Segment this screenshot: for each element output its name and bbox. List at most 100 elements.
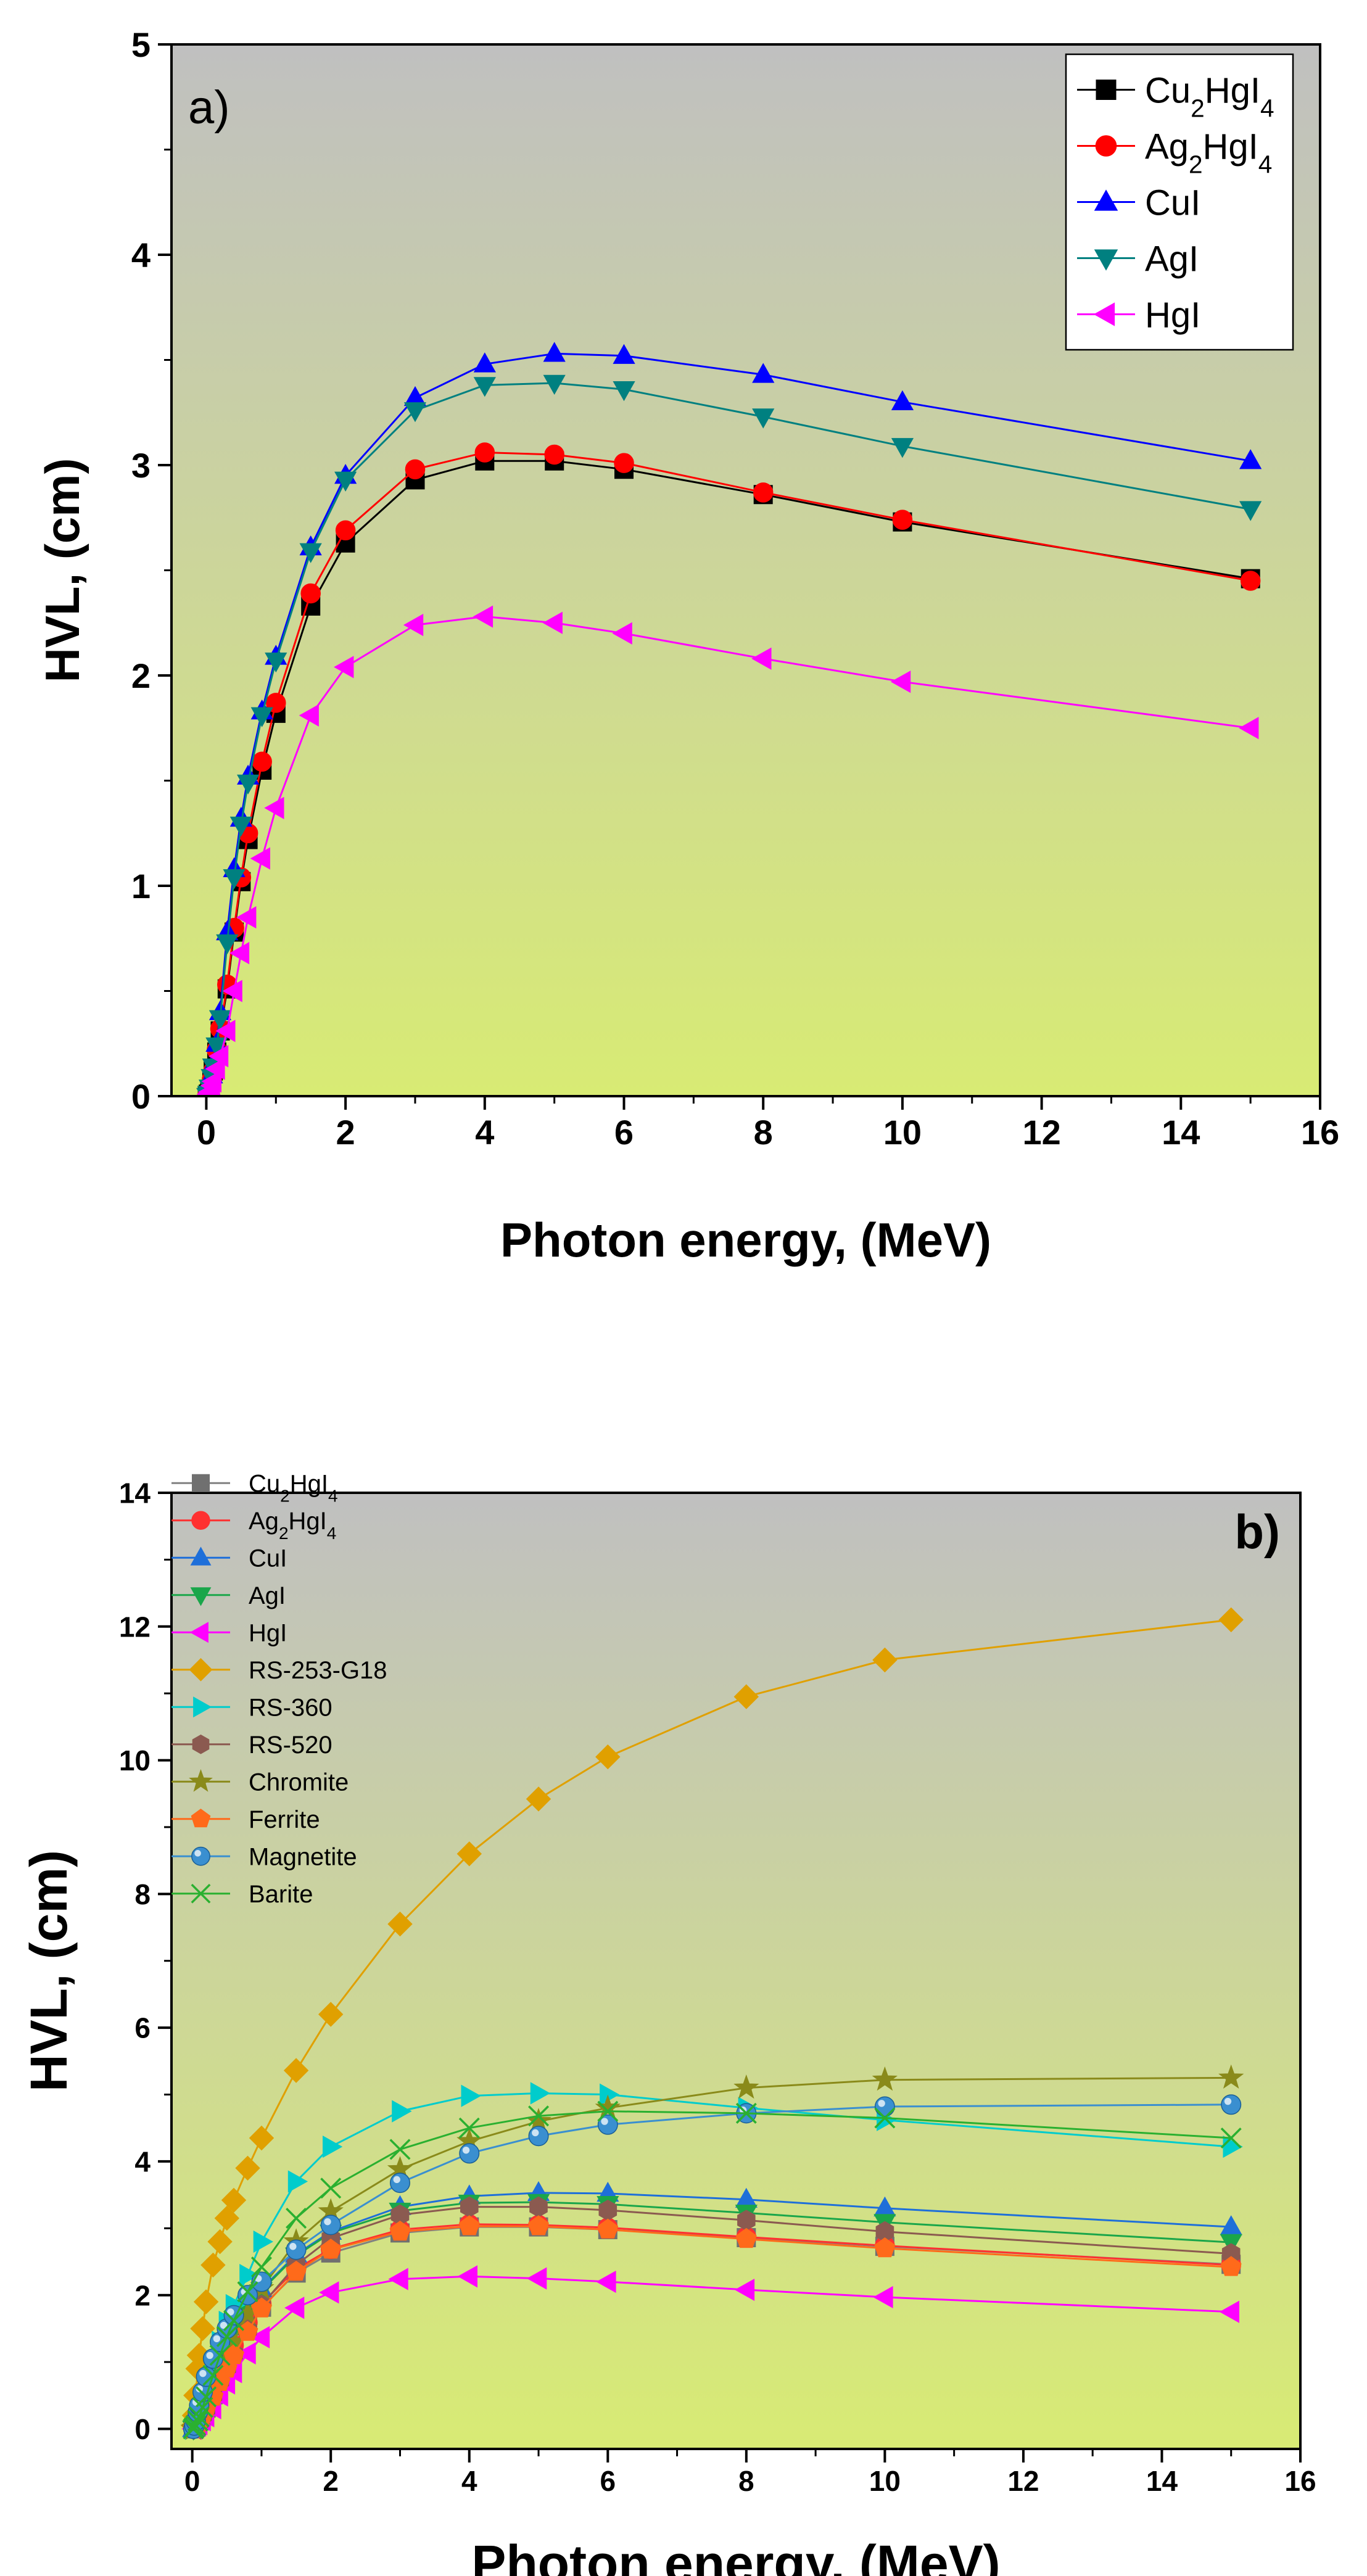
x-tick-label: 4 [461,2465,477,2497]
x-tick-label: 0 [197,1113,216,1152]
data-point [891,438,914,458]
data-point [250,2256,272,2278]
data-point [264,796,284,819]
data-point [209,2345,231,2366]
legend-marker [193,1696,212,1718]
data-point [613,344,635,364]
legend-item: Chromite [171,1769,349,1796]
data-point [474,442,495,463]
data-point [223,2310,245,2331]
data-point [389,2173,410,2194]
legend-item: Cu2HgI4 [1077,70,1274,122]
data-point [1219,2300,1239,2323]
data-point [526,1786,551,1812]
legend-label: RS-253-G18 [249,1657,387,1684]
legend-label: Magnetite [249,1844,357,1871]
legend-label: AgI [249,1582,286,1609]
data-point [473,352,496,373]
data-point [1239,449,1262,469]
data-point [597,2114,618,2135]
data-point [874,2237,896,2258]
data-point [235,2155,260,2181]
y-tick-label: 12 [119,1611,151,1643]
legend-marker [190,1546,212,1566]
y-tick-label: 4 [134,2145,151,2178]
data-point [892,510,913,530]
y-tick-label: 3 [131,446,151,485]
y-tick-label: 0 [134,2413,151,2445]
data-point [207,2229,233,2255]
legend-item: RS-360 [171,1695,332,1722]
legend-item: Ag2HgI4 [1077,126,1272,178]
legend-label: Ag2HgI4 [249,1508,336,1543]
plot-data [196,342,1262,1096]
legend-item: CuI [1077,183,1200,223]
legend-item: Cu2HgI4 [171,1471,338,1505]
data-point [543,374,566,395]
data-point [458,2215,480,2235]
panel-label: b) [1234,1505,1280,1559]
x-tick-label: 2 [323,2465,339,2497]
y-tick-label: 1 [131,867,151,906]
data-point [752,408,775,429]
legend-marker [191,1846,210,1866]
data-point [388,2268,408,2290]
data-point [387,1911,413,1937]
legend-label: Barite [249,1881,313,1908]
x-tick-label: 14 [1146,2465,1178,2497]
data-point [1221,2094,1242,2115]
data-point [456,1841,482,1867]
data-point [239,2264,260,2287]
data-point [461,2084,481,2107]
x-tick-label: 4 [475,1113,494,1152]
legend-item: AgI [171,1582,286,1609]
data-point [320,2178,342,2199]
legend-marker [1096,80,1117,100]
data-point [236,906,257,929]
x-tick-label: 10 [869,2465,901,2497]
legend-item: CuI [171,1545,287,1572]
plot-area-background [171,1493,1300,2449]
y-tick-label: 4 [131,236,151,275]
legend-label: RS-360 [249,1695,332,1722]
data-point [252,751,272,772]
data-point [544,444,564,465]
data-point [205,1057,225,1080]
x-tick-label: 16 [1284,2465,1316,2497]
data-point [612,622,632,645]
data-point [250,707,273,727]
data-point [320,2239,342,2259]
chart-panel-a: 0 2 4 6 8 10 12 14 16 0 1 2 3 4 5 Photon energy, (MeV) H… [35,25,1339,1267]
data-point [733,2074,759,2099]
data-point [403,614,424,637]
data-point [193,2289,219,2314]
legend-item: HgI [171,1620,287,1647]
data-point [872,2066,898,2091]
legend-label: HgI [249,1620,287,1647]
x-tick-label: 6 [614,1113,634,1152]
legend-marker [191,1883,211,1904]
data-point [202,2364,224,2386]
data-point [1239,501,1262,521]
x-tick-label: 12 [1022,1113,1060,1152]
y-tick-label: 14 [119,1477,151,1509]
legend-marker [189,1657,213,1682]
data-point [874,2107,896,2129]
data-point [872,1647,898,1673]
data-point [299,543,322,563]
data-point [734,2278,755,2301]
legend-item: HgI [1077,295,1200,335]
legend-marker [190,1587,212,1606]
data-point [526,2267,547,2290]
data-point [187,2410,209,2432]
x-tick-label: 10 [883,1113,922,1152]
data-point [196,2386,217,2408]
x-tick-label: 8 [738,2465,754,2497]
data-point [873,2285,893,2309]
data-point [613,381,635,402]
x-tick-label: 2 [336,1113,355,1152]
data-point [597,2218,619,2239]
data-point [1218,2064,1244,2089]
